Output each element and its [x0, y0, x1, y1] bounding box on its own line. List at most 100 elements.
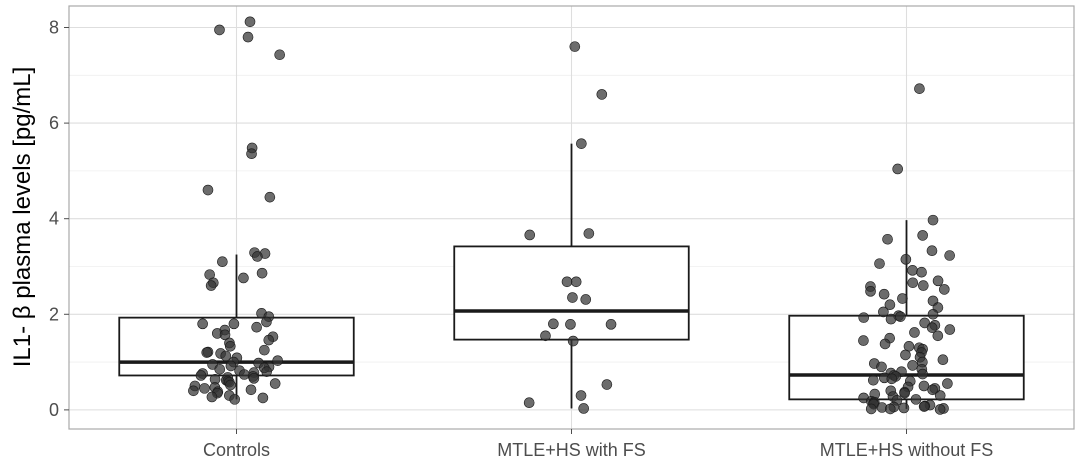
data-point: [917, 230, 928, 241]
x-tick-label: MTLE+HS without FS: [820, 440, 994, 460]
data-point: [916, 266, 927, 278]
data-point: [927, 384, 938, 396]
data-point: [939, 284, 950, 295]
data-point: [540, 330, 551, 342]
data-point: [907, 265, 918, 276]
data-point: [865, 286, 876, 297]
data-point: [879, 338, 891, 350]
data-point: [242, 31, 254, 43]
data-point: [195, 370, 207, 381]
y-axis-title: IL1- β plasma levels [pg/mL]: [9, 67, 36, 368]
x-tick-label: MTLE+HS with FS: [497, 440, 646, 460]
data-point: [858, 335, 869, 346]
data-point: [892, 163, 904, 175]
data-point: [229, 394, 241, 405]
data-point: [580, 294, 592, 305]
y-tick-label: 0: [49, 400, 59, 420]
data-point: [570, 276, 582, 288]
data-point: [605, 319, 617, 330]
data-point: [878, 288, 890, 300]
data-point: [569, 41, 581, 52]
data-point: [238, 369, 250, 380]
data-point: [248, 373, 260, 384]
data-point: [225, 379, 236, 391]
data-point: [886, 373, 898, 385]
data-point: [942, 378, 953, 389]
data-point: [548, 318, 559, 330]
y-tick-label: 2: [49, 304, 59, 324]
data-point: [220, 350, 232, 362]
data-point: [909, 327, 920, 338]
data-point: [601, 379, 613, 390]
data-point: [251, 321, 262, 333]
data-point: [272, 355, 283, 366]
data-point: [201, 347, 213, 358]
data-point: [900, 254, 912, 265]
data-point: [228, 318, 240, 330]
data-point: [206, 391, 218, 403]
data-point: [932, 275, 944, 287]
data-point: [252, 251, 263, 262]
x-tick-label: Controls: [203, 440, 270, 460]
y-tick-label: 4: [49, 209, 59, 229]
data-point: [926, 322, 938, 333]
data-point: [246, 148, 257, 159]
data-point: [865, 403, 877, 415]
y-tick-label: 6: [49, 113, 59, 133]
data-point: [596, 89, 608, 100]
data-point: [919, 317, 930, 329]
data-point: [934, 390, 946, 401]
data-point: [884, 403, 896, 415]
data-point: [264, 191, 276, 203]
data-point: [205, 280, 217, 291]
data-point: [261, 366, 272, 377]
data-point: [927, 308, 939, 320]
data-point: [898, 402, 910, 414]
data-point: [214, 24, 225, 36]
data-point: [245, 384, 257, 396]
data-point: [261, 316, 272, 328]
data-point: [217, 256, 228, 268]
data-point: [926, 245, 938, 257]
data-point: [578, 403, 589, 414]
data-point: [197, 318, 208, 330]
data-point: [224, 341, 236, 352]
data-point: [567, 335, 579, 347]
data-point: [899, 387, 910, 399]
data-point: [575, 390, 587, 401]
data-point: [917, 368, 928, 380]
data-point: [897, 293, 908, 304]
data-point: [202, 184, 214, 196]
data-point: [225, 360, 237, 372]
data-point: [910, 394, 922, 405]
data-point: [523, 397, 535, 409]
data-point: [188, 385, 199, 397]
data-point: [876, 361, 887, 373]
data-point: [219, 329, 231, 341]
data-point: [269, 378, 281, 389]
data-point: [199, 383, 210, 394]
data-point: [885, 313, 897, 325]
data-point: [256, 267, 268, 279]
data-point: [944, 250, 955, 261]
data-point: [914, 83, 925, 94]
data-point: [576, 138, 587, 149]
data-point: [944, 324, 956, 335]
data-point: [858, 312, 870, 323]
data-point: [918, 280, 929, 291]
data-point: [878, 306, 889, 318]
data-point: [238, 272, 249, 284]
data-point: [524, 229, 536, 241]
data-point: [882, 233, 893, 245]
point-layer: [188, 16, 956, 415]
data-point: [937, 354, 949, 365]
data-point: [932, 330, 944, 342]
data-point: [274, 49, 285, 61]
data-point: [567, 292, 578, 303]
data-point: [259, 344, 270, 356]
data-point: [874, 258, 885, 269]
data-point: [884, 299, 896, 311]
data-point: [583, 228, 595, 239]
